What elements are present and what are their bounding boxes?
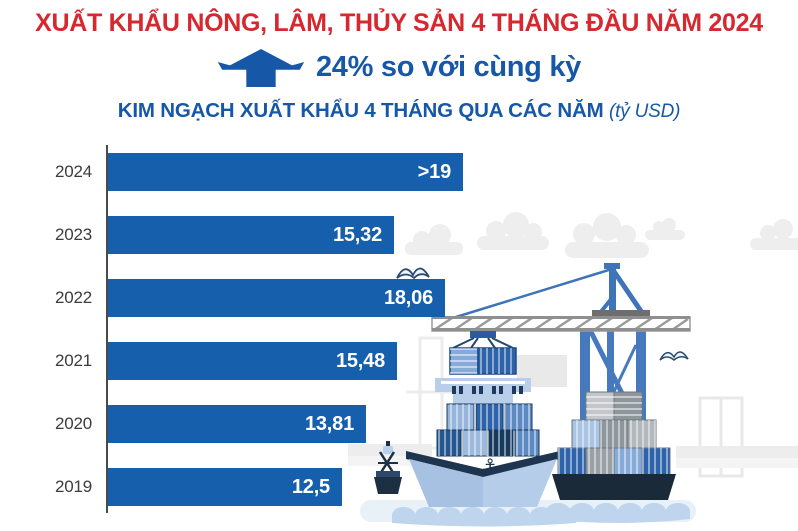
year-label: 2024: [54, 162, 92, 181]
value-label: 13,81: [304, 412, 354, 435]
container-crane-icon: [431, 263, 691, 481]
bar-2023: 15,32: [108, 216, 394, 254]
value-label: 15,32: [332, 223, 382, 246]
value-label: 15,48: [335, 349, 385, 372]
value-label: 18,06: [383, 286, 433, 309]
bar-row-2019: 2019 12,5: [0, 468, 463, 506]
growth-indicator: 24% so với cùng kỳ: [0, 48, 798, 87]
bar-row-2024: 2024 >19: [0, 153, 463, 191]
chart-unit-label: (tỷ USD): [608, 100, 681, 122]
bar-chart: 2024 >19 2023 15,32 2022 18,06 2021 15,4…: [0, 145, 463, 506]
year-label: 2021: [54, 351, 92, 370]
page-title: XUẤT KHẨU NÔNG, LÂM, THỦY SẢN 4 THÁNG ĐẦ…: [35, 9, 763, 37]
anchor-icon: ⚓: [481, 456, 499, 478]
container-barge-icon: [552, 391, 676, 500]
year-label: 2020: [54, 414, 92, 433]
bar-2024: >19: [108, 153, 463, 191]
value-label: >19: [417, 160, 452, 183]
year-label: 2022: [54, 288, 92, 307]
bar-2020: 13,81: [108, 405, 366, 443]
bar-row-2021: 2021 15,48: [0, 342, 463, 380]
header: XUẤT KHẨU NÔNG, LÂM, THỦY SẢN 4 THÁNG ĐẦ…: [0, 0, 798, 123]
chart-title: KIM NGẠCH XUẤT KHẨU 4 THÁNG QUA CÁC NĂM …: [0, 99, 798, 123]
bar-2022: 18,06: [108, 279, 445, 317]
bar-2021: 15,48: [108, 342, 397, 380]
year-label: 2023: [54, 225, 92, 244]
clouds-icon: [405, 212, 798, 258]
bar-row-2022: 2022 18,06: [0, 279, 463, 317]
bar-row-2020: 2020 13,81: [0, 405, 463, 443]
growth-label: 24% so với cùng kỳ: [315, 51, 582, 83]
seagull-icon: [659, 351, 689, 361]
bar-row-2023: 2023 15,32: [0, 216, 463, 254]
y-axis-line: [106, 145, 108, 513]
waves-icon: [392, 503, 690, 527]
value-label: 12,5: [291, 475, 330, 498]
bar-2019: 12,5: [108, 468, 342, 506]
up-arrow-icon: [217, 48, 305, 87]
year-label: 2019: [54, 477, 92, 496]
chart-title-text: KIM NGẠCH XUẤT KHẨU 4 THÁNG QUA CÁC NĂM: [117, 98, 604, 122]
